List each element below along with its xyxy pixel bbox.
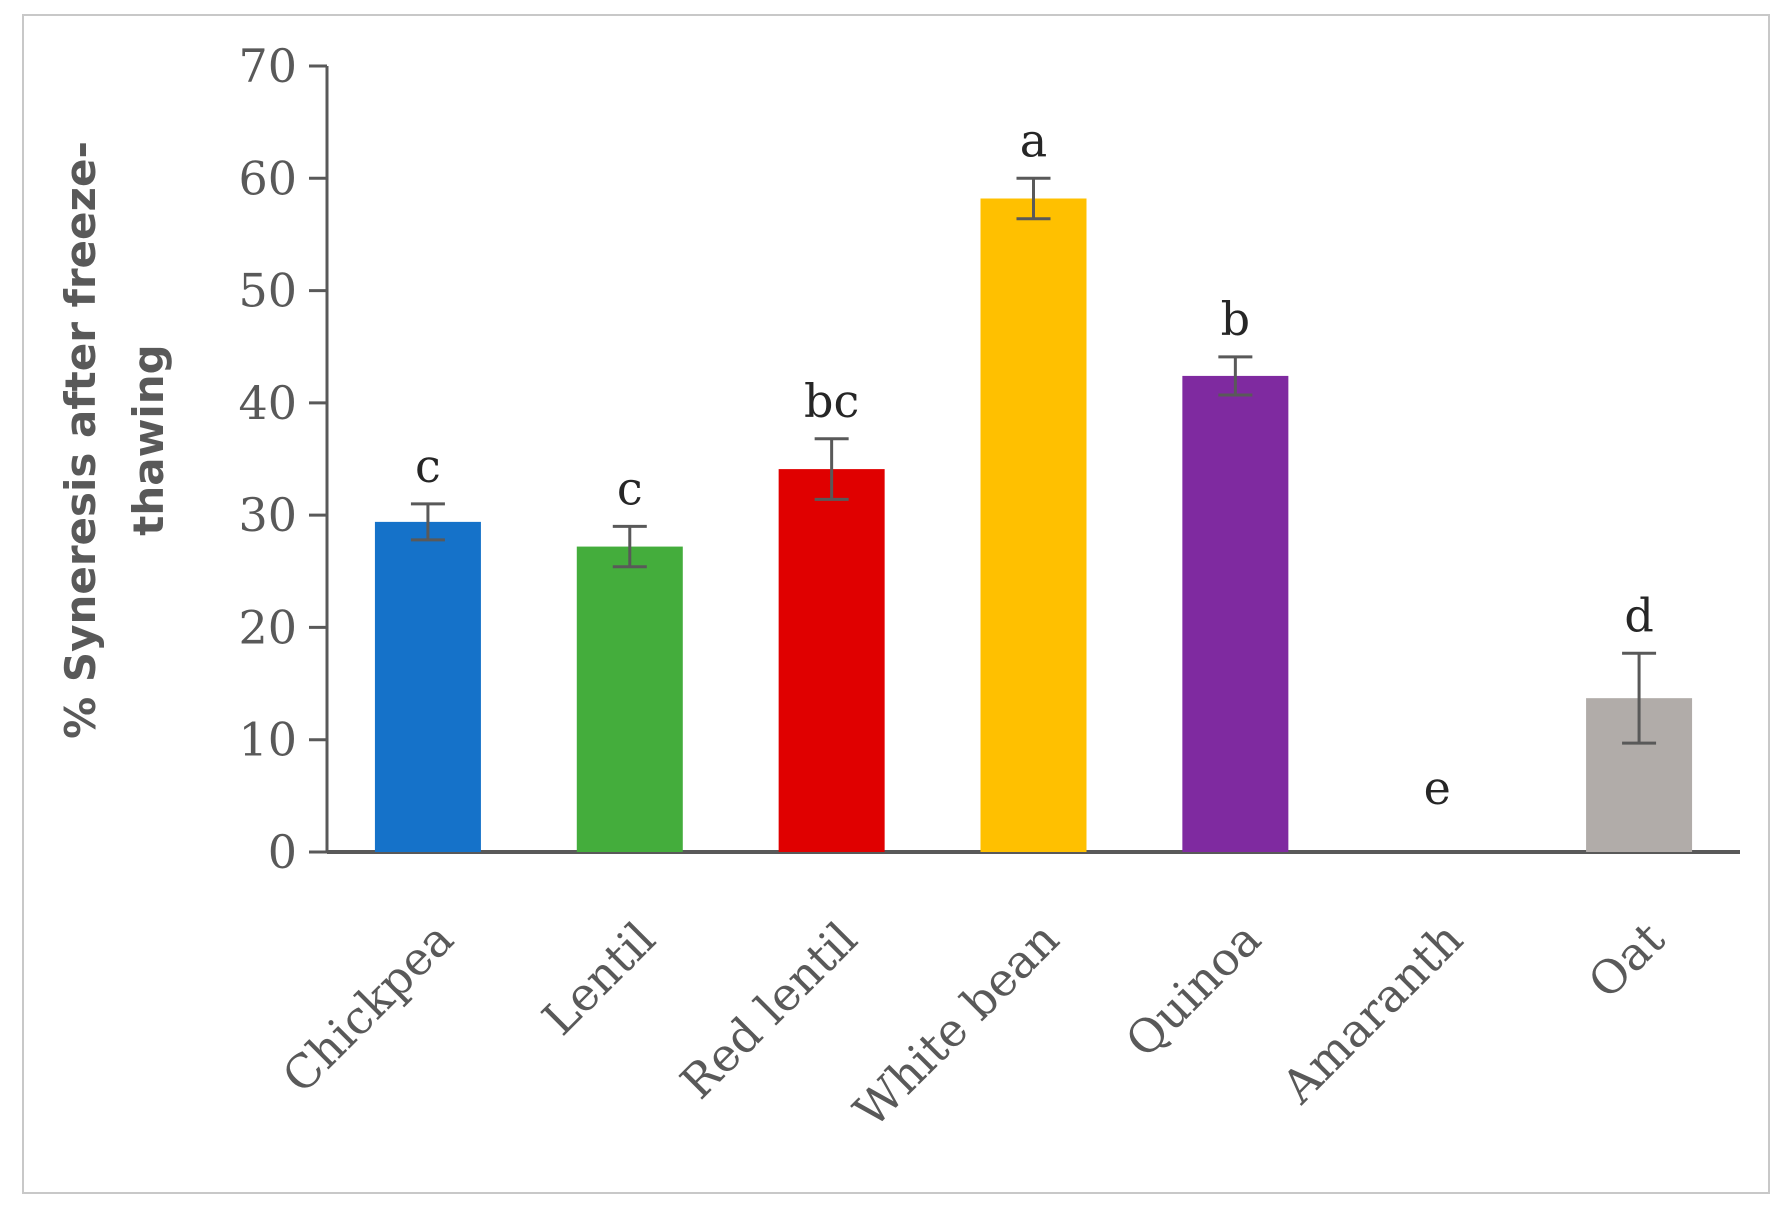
x-tick-label: Lentil — [532, 912, 666, 1046]
y-axis-title: % Syneresis after freeze- thawing — [56, 141, 173, 739]
y-tick-label: 60 — [238, 151, 297, 205]
x-tick-label: Amaranth — [1270, 912, 1473, 1115]
bar-quinoa — [1182, 375, 1289, 852]
y-tick-label: 0 — [268, 825, 297, 879]
y-tick-label: 10 — [238, 713, 297, 767]
x-tick-label: Oat — [1578, 911, 1676, 1009]
significance-label: bc — [804, 374, 859, 428]
chart-frame — [22, 14, 1770, 1194]
y-axis-title-line-2: thawing — [124, 344, 173, 535]
y-tick-label: 70 — [238, 39, 297, 93]
y-tick-label: 40 — [238, 376, 297, 430]
y-tick-label: 50 — [238, 264, 297, 318]
x-tick-label: Quinoa — [1115, 912, 1271, 1068]
labels: c Chickpea c Lentil bc Red lentil a White bean b… — [272, 113, 1675, 1137]
y-tick-label: 20 — [238, 600, 297, 654]
significance-label: c — [617, 461, 643, 515]
significance-label: a — [1020, 113, 1047, 167]
y-tick-label: 30 — [238, 488, 297, 542]
x-tick-label: White bean — [843, 912, 1069, 1138]
bar-white-bean — [980, 198, 1087, 853]
significance-label: b — [1221, 292, 1250, 346]
significance-label: c — [415, 439, 441, 493]
significance-label: d — [1624, 588, 1653, 642]
bar-chickpea — [374, 521, 481, 852]
bar-lentil — [576, 546, 683, 852]
y-axis-title-line-1: % Syneresis after freeze- — [56, 141, 105, 739]
bars — [374, 176, 1693, 853]
bar-red-lentil — [778, 469, 885, 852]
significance-label: e — [1424, 761, 1451, 815]
x-tick-label: Red lentil — [670, 912, 868, 1110]
axes: 0 10 20 30 40 50 60 70 — [238, 39, 1740, 879]
x-tick-label: Chickpea — [272, 912, 464, 1104]
